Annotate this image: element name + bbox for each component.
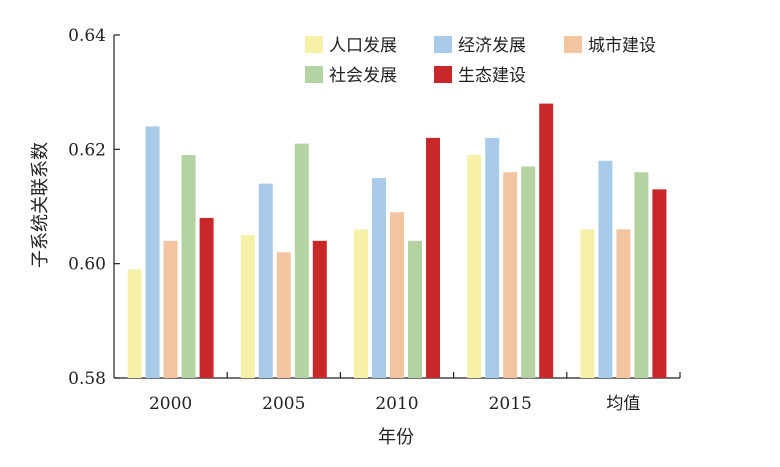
legend-swatch (434, 36, 452, 53)
legend-label: 城市建设 (588, 36, 656, 56)
y-axis-title: 子系统关联系数 (30, 142, 51, 268)
bar (503, 172, 518, 378)
bar (521, 166, 536, 378)
legend-label: 人口发展 (329, 36, 397, 56)
bar (181, 155, 196, 378)
legend-swatch (305, 66, 323, 83)
x-axis-title: 年份 (378, 427, 414, 448)
y-tick-label: 0.62 (68, 140, 106, 160)
bar (145, 126, 160, 378)
bar (127, 269, 142, 378)
bar (426, 137, 440, 378)
bar (485, 137, 500, 378)
bar (467, 155, 482, 378)
bars (127, 103, 667, 378)
x-tick-label: 2015 (489, 394, 532, 414)
bar (539, 103, 554, 378)
bar (580, 229, 595, 378)
legend-swatch (564, 36, 582, 53)
bar (240, 235, 255, 378)
legend-swatch (305, 36, 323, 53)
bar (598, 160, 613, 378)
x-tick-label: 2000 (149, 394, 192, 414)
bar (276, 252, 291, 378)
bar (258, 183, 273, 378)
legend-label: 经济发展 (458, 36, 526, 56)
bar (652, 189, 667, 378)
bar (294, 143, 309, 378)
bar (354, 229, 368, 378)
bar (163, 240, 178, 378)
y-tick-label: 0.58 (68, 369, 106, 389)
legend-label: 生态建设 (458, 66, 526, 86)
bar (616, 229, 631, 378)
x-tick-label: 均值 (606, 394, 640, 414)
y-tick-label: 0.60 (68, 255, 106, 275)
legend-swatch (434, 66, 452, 83)
legend-label: 社会发展 (329, 66, 397, 86)
bar (408, 240, 422, 378)
bar (199, 217, 214, 378)
bar (390, 212, 404, 378)
axes: 0.58 0.60 0.62 0.64 2000 2005 2010 2015 均值 (68, 26, 681, 414)
y-tick-label: 0.64 (68, 26, 106, 46)
bar (634, 172, 649, 378)
bar (312, 240, 327, 378)
x-tick-label: 2010 (375, 394, 418, 414)
bar (372, 177, 386, 378)
x-tick-label: 2005 (262, 394, 305, 414)
